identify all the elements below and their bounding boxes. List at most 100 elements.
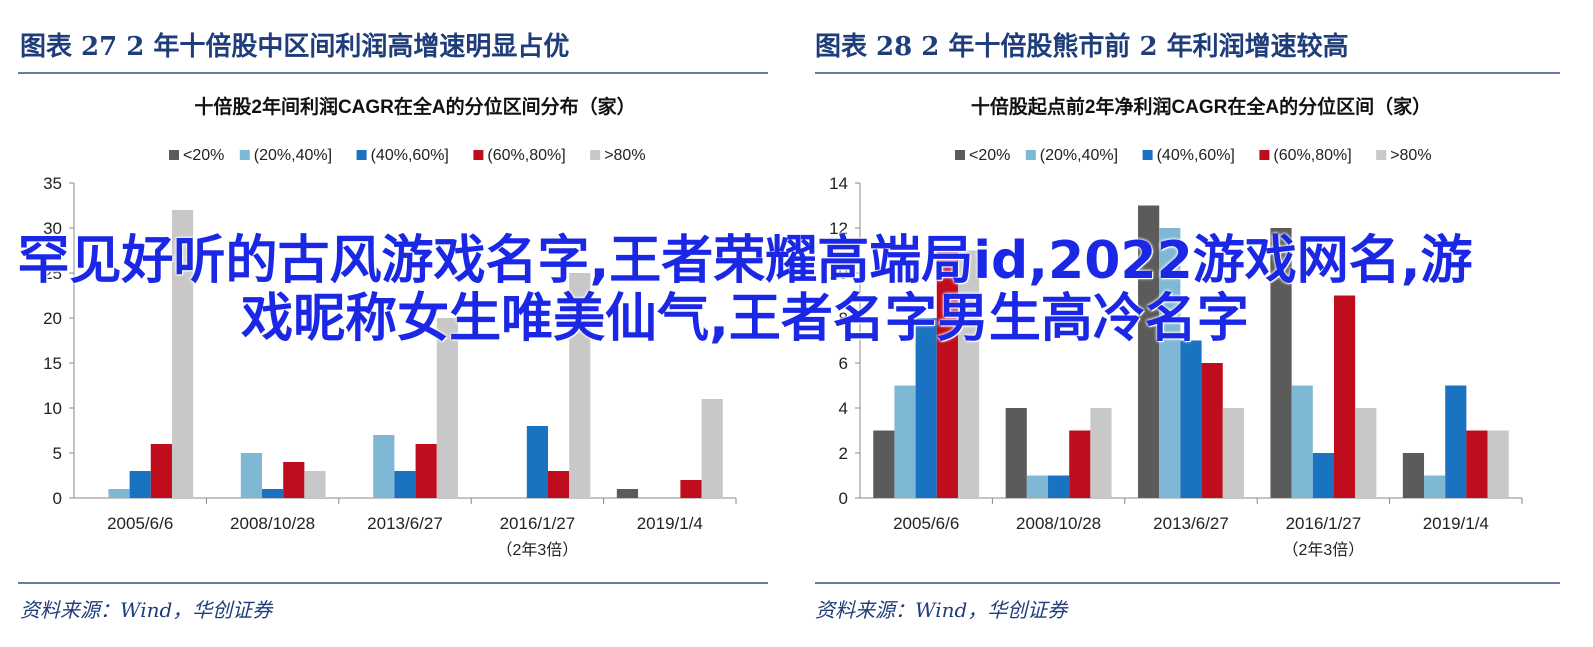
x-tick-label: 2019/1/4 — [637, 514, 703, 533]
source-rule — [18, 582, 768, 584]
bar — [547, 471, 570, 498]
bar — [262, 489, 284, 498]
bar — [436, 318, 458, 498]
source-rule — [815, 582, 1560, 584]
x-tick-label: 2016/1/27 — [500, 514, 576, 533]
bar — [569, 273, 591, 498]
bar — [394, 471, 416, 498]
legend-swatch — [1025, 150, 1036, 160]
x-tick-label: 2008/10/28 — [230, 514, 315, 533]
bar — [240, 453, 263, 498]
legend-swatch — [955, 150, 965, 160]
x-tick-label: 2008/10/28 — [1016, 514, 1101, 533]
bar — [1487, 430, 1509, 498]
bar — [1090, 408, 1112, 498]
bar — [526, 426, 548, 498]
bar — [894, 385, 916, 498]
bar — [957, 250, 980, 498]
chart-title: 十倍股2年间利润CAGR在全A的分位区间分布（家） — [194, 95, 635, 118]
bar — [915, 318, 937, 498]
y-tick-label: 25 — [43, 264, 62, 283]
bar — [1069, 430, 1091, 498]
y-tick-label: 2 — [839, 444, 848, 463]
y-tick-label: 5 — [53, 444, 62, 463]
title-rule — [18, 72, 768, 74]
overlay-headline: 罕见好听的古风游戏名字,王者荣耀高端局id,2022游戏网名,游戏昵称女生唯美仙… — [17, 231, 1473, 349]
y-tick-label: 20 — [43, 309, 62, 328]
legend: <20% (20%,40%] (40%,60%] (60%,80%] >80% — [955, 147, 1432, 164]
y-tick-label: 10 — [829, 264, 848, 283]
bar — [304, 471, 326, 498]
bar — [129, 471, 151, 498]
legend-swatch — [356, 150, 367, 160]
legend-swatch — [590, 150, 601, 160]
bar — [1466, 430, 1488, 498]
bar — [616, 489, 639, 498]
legend-swatch — [473, 150, 484, 160]
figure-title: 图表 27 2 年十倍股中区间利润高增速明显占优 — [20, 32, 570, 62]
figure-title: 图表 28 2 年十倍股熊市前 2 年利润增速较高 — [815, 32, 1349, 62]
bar — [1005, 408, 1027, 498]
legend-label: <20% — [969, 147, 1010, 164]
legend-swatch — [1376, 150, 1387, 160]
legend-label: (20%,40%] — [254, 147, 332, 164]
title-rule — [815, 72, 1560, 74]
x-tick-note: （2年3倍） — [1282, 541, 1364, 559]
x-tick-note: （2年3倍） — [496, 541, 578, 559]
bar — [1333, 295, 1356, 498]
bar — [1201, 363, 1223, 498]
y-tick-label: 35 — [43, 174, 62, 193]
bar — [1159, 228, 1181, 498]
y-tick-label: 30 — [43, 219, 62, 238]
y-tick-label: 0 — [53, 489, 62, 508]
legend-label: (60%,80%] — [1273, 147, 1351, 164]
source-note: 资料来源：Wind，华创证券 — [20, 598, 273, 622]
legend-label: (60%,80%] — [487, 147, 565, 164]
x-tick-label: 2013/6/27 — [367, 514, 443, 533]
legend: <20% (20%,40%] (40%,60%] (60%,80%] >80% — [169, 147, 646, 164]
bar — [873, 430, 895, 498]
x-tick-label: 2005/6/6 — [107, 514, 173, 533]
y-tick-label: 10 — [43, 399, 62, 418]
source-note: 资料来源：Wind，华创证券 — [815, 598, 1068, 622]
bar — [1222, 408, 1244, 498]
bar — [150, 444, 172, 498]
bar — [1355, 408, 1377, 498]
bar — [936, 250, 958, 498]
bar — [1026, 475, 1049, 498]
y-tick-label: 8 — [839, 309, 848, 328]
legend-label: (40%,60%] — [1157, 147, 1235, 164]
legend-label: (20%,40%] — [1040, 147, 1118, 164]
bar-chart: 十倍股起点前2年净利润CAGR在全A的分位区间（家） <20% (20%,40%] (… — [829, 95, 1523, 559]
legend-label: >80% — [604, 147, 645, 164]
bar — [108, 489, 130, 498]
legend-swatch — [239, 150, 250, 160]
x-tick-label: 2016/1/27 — [1286, 514, 1362, 533]
bar — [680, 480, 702, 498]
x-tick-label: 2005/6/6 — [893, 514, 959, 533]
bar — [1270, 228, 1292, 498]
x-tick-label: 2013/6/27 — [1153, 514, 1229, 533]
bar — [701, 399, 723, 498]
legend-swatch — [169, 150, 179, 160]
chart-title: 十倍股起点前2年净利润CAGR在全A的分位区间（家） — [971, 95, 1431, 118]
bar — [1138, 205, 1160, 498]
bar — [1312, 453, 1334, 498]
y-tick-label: 4 — [839, 399, 848, 418]
legend-swatch — [1259, 150, 1270, 160]
bar — [171, 210, 194, 498]
bar — [1291, 385, 1313, 498]
y-tick-label: 14 — [829, 174, 848, 193]
legend-label: >80% — [1390, 147, 1431, 164]
y-tick-label: 12 — [829, 219, 848, 238]
legend-label: (40%,60%] — [371, 147, 449, 164]
bar — [1048, 475, 1070, 498]
bar-chart: 十倍股2年间利润CAGR在全A的分位区间分布（家） <20% (20%,40%] (4… — [43, 95, 737, 559]
bar — [1445, 385, 1467, 498]
legend-swatch — [1142, 150, 1153, 160]
legend-label: <20% — [183, 147, 224, 164]
y-tick-label: 15 — [43, 354, 62, 373]
x-tick-label: 2019/1/4 — [1423, 514, 1489, 533]
bar — [415, 444, 437, 498]
bar — [373, 435, 395, 498]
